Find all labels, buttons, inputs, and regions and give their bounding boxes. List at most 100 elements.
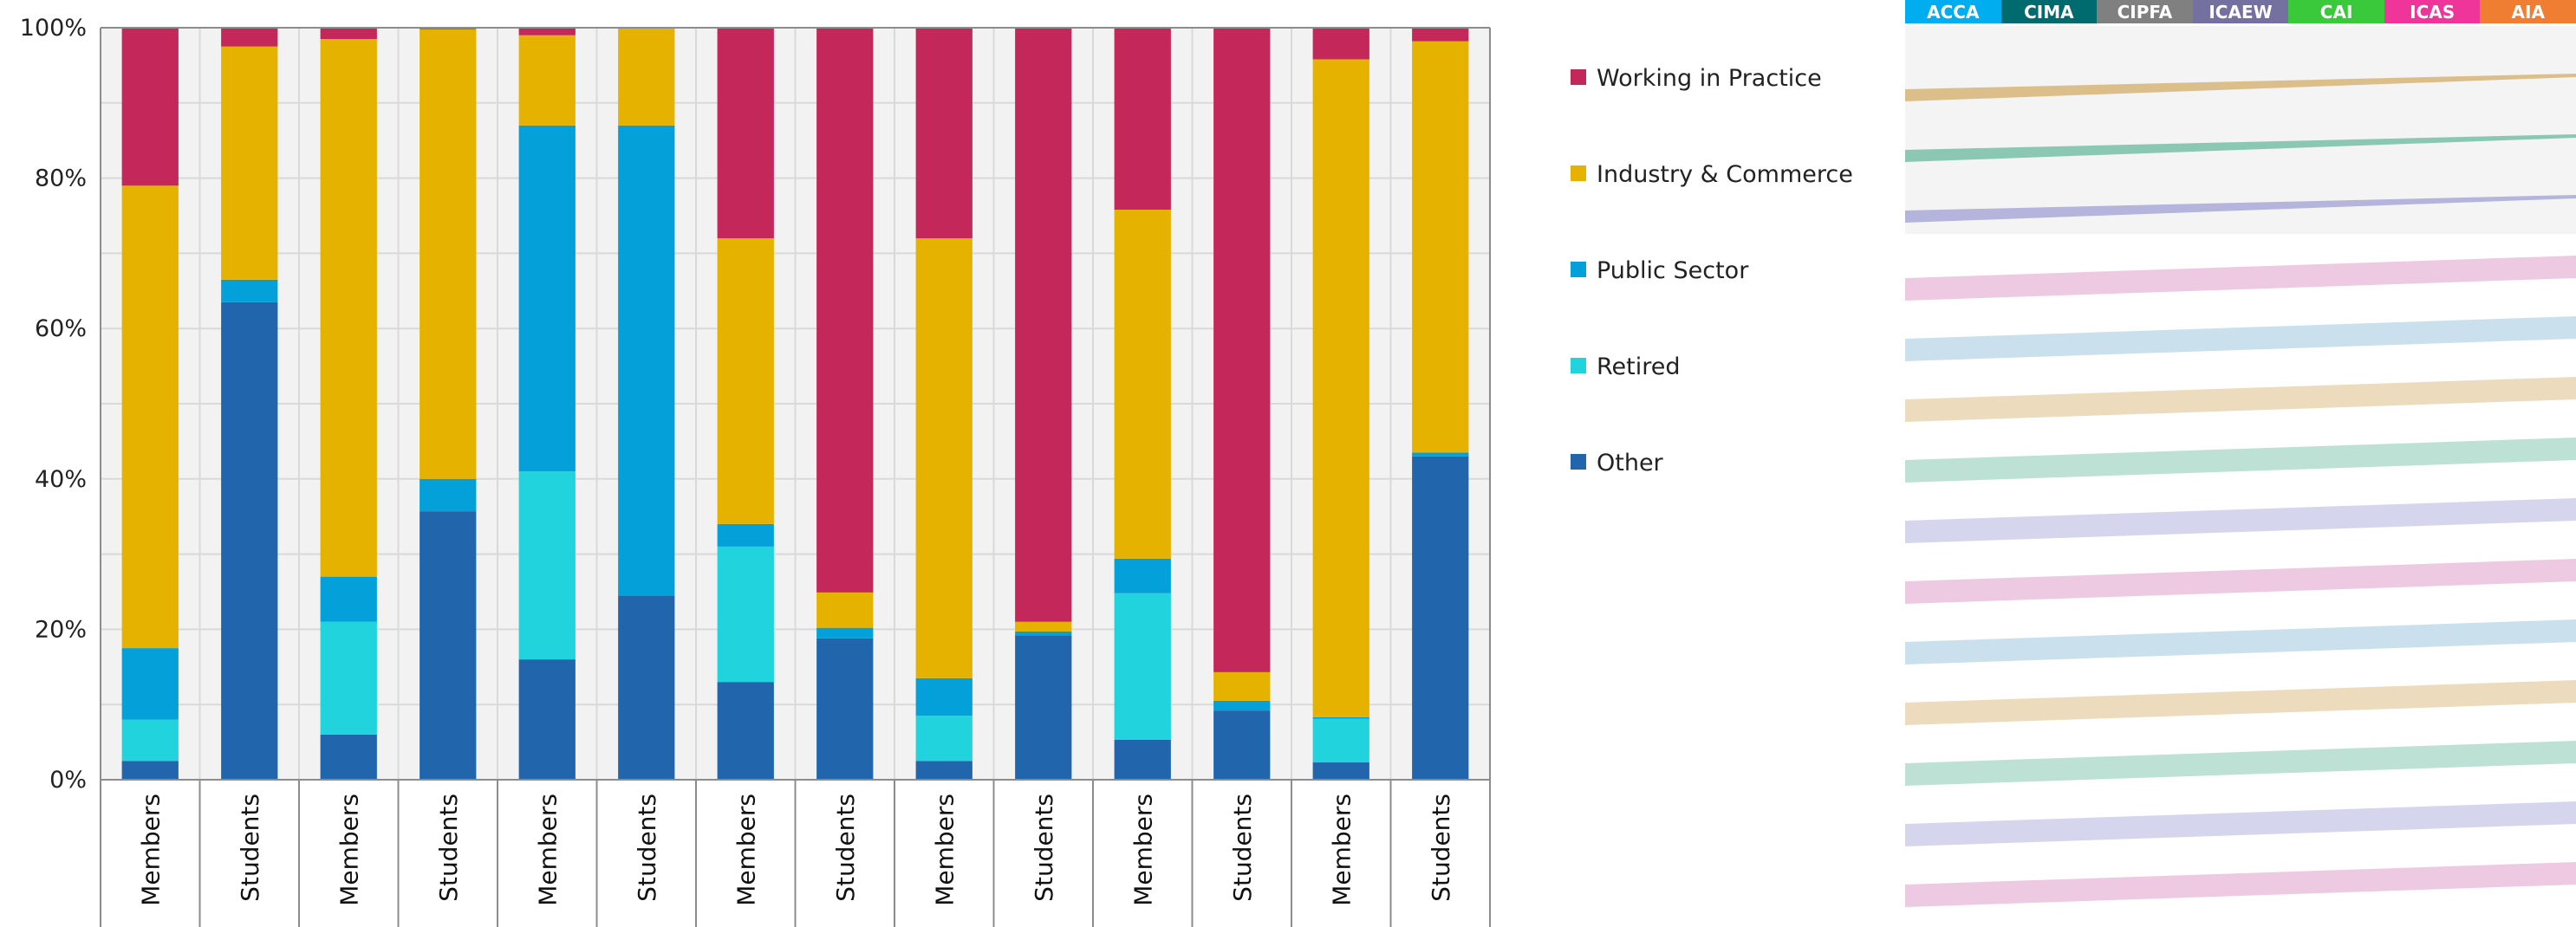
bar-segment-other — [618, 595, 675, 780]
bar-segment-industry-commerce — [915, 238, 973, 678]
legend-label: Public Sector — [1597, 257, 1749, 284]
bar-segment-working-in-practice — [1213, 28, 1271, 672]
legend-label: Retired — [1597, 353, 1681, 380]
bar-segment-public-sector — [816, 627, 874, 639]
x-tick-label: Students — [633, 794, 661, 902]
noise-stripe — [1905, 741, 2576, 786]
bar-segment-retired — [121, 719, 179, 762]
y-tick-label: 100% — [20, 15, 87, 42]
bar-segment-public-sector — [1114, 558, 1171, 593]
noise-stripe — [1905, 498, 2576, 543]
noise-stripe — [1905, 619, 2576, 664]
bar-segment-industry-commerce — [1114, 210, 1171, 559]
institute-tabs: ACCA CIMA CIPFA ICAEW CAI ICAS AIA — [1905, 0, 2576, 23]
bar-segment-other — [121, 761, 179, 780]
bar-segment-public-sector — [518, 125, 576, 472]
bar-segment-industry-commerce — [320, 39, 377, 577]
bar-segment-working-in-practice — [221, 28, 278, 47]
bar-segment-public-sector — [1213, 700, 1271, 711]
bar-segment-industry-commerce — [1213, 671, 1271, 701]
bar-segment-other — [1015, 635, 1072, 780]
x-tick-label: Students — [434, 794, 463, 902]
noise-stripe — [1905, 195, 2576, 223]
bar-segment-other — [1213, 710, 1271, 780]
noise-stripe — [1905, 801, 2576, 846]
x-tick-label: Students — [236, 794, 264, 902]
plot-area — [100, 27, 1491, 927]
x-tick-label: Members — [732, 794, 760, 906]
bar-segment-industry-commerce — [121, 185, 179, 649]
bar-segment-industry-commerce — [221, 46, 278, 280]
bar-segment-industry-commerce — [1015, 621, 1072, 632]
noise-stripe — [1905, 559, 2576, 604]
tab-cima[interactable]: CIMA — [2000, 0, 2098, 23]
bar-segment-working-in-practice — [1412, 28, 1469, 42]
legend-swatch-working-in-practice — [1571, 69, 1586, 85]
y-tick-label: 20% — [35, 616, 87, 643]
bar-segment-retired — [518, 471, 576, 660]
x-tick-label: Members — [533, 794, 562, 906]
y-tick-label: 0% — [49, 767, 87, 794]
bar-segment-retired — [320, 621, 377, 735]
distorted-image-area — [1905, 26, 2576, 907]
bar-segment-industry-commerce — [518, 35, 576, 126]
noise-stripe — [1905, 438, 2576, 483]
bar-segment-working-in-practice — [816, 28, 874, 593]
tab-acca[interactable]: ACCA — [1905, 0, 2001, 23]
legend-label: Other — [1597, 450, 1664, 476]
bar-segment-industry-commerce — [816, 592, 874, 628]
legend-swatch-public-sector — [1571, 262, 1586, 277]
bar-segment-working-in-practice — [1015, 28, 1072, 622]
bar-segment-other — [420, 511, 477, 780]
bar-segment-public-sector — [915, 677, 973, 716]
bar-segment-other — [1412, 456, 1469, 780]
y-tick-label: 40% — [35, 466, 87, 493]
x-tick-label: Students — [1427, 794, 1455, 902]
bar-segment-working-in-practice — [121, 28, 179, 186]
tab-cai[interactable]: CAI — [2288, 0, 2384, 23]
bar-segment-retired — [1114, 593, 1171, 740]
institute-panel: ACCA CIMA CIPFA ICAEW CAI ICAS AIA — [1905, 0, 2576, 927]
bar-segment-working-in-practice — [518, 28, 576, 36]
tab-aia[interactable]: AIA — [2480, 0, 2576, 23]
legend-label: Industry & Commerce — [1597, 161, 1853, 188]
bar-segment-industry-commerce — [1412, 41, 1469, 453]
legend-label: Working in Practice — [1597, 65, 1822, 92]
x-tick-label: Members — [136, 794, 165, 906]
tab-cipfa[interactable]: CIPFA — [2097, 0, 2193, 23]
y-tick-label: 60% — [35, 315, 87, 342]
x-tick-label: Students — [1228, 794, 1257, 902]
x-tick-label: Members — [930, 794, 959, 906]
bar-segment-public-sector — [1412, 452, 1469, 457]
bar-segment-industry-commerce — [717, 238, 774, 524]
bar-segment-other — [221, 301, 278, 780]
stacked-bar-chart: 0% 20% 40% 60% 80% 100% Members Students M… — [20, 15, 1853, 927]
bar-segment-retired — [1312, 718, 1369, 763]
y-tick-label: 80% — [35, 165, 87, 192]
x-tick-label: Students — [831, 794, 860, 902]
tab-icas[interactable]: ICAS — [2384, 0, 2481, 23]
bar-segment-public-sector — [320, 576, 377, 622]
bar-segment-public-sector — [420, 478, 477, 512]
bar-segment-other — [320, 734, 377, 780]
x-axis: Members Students Members Students Members Stu… — [100, 780, 1491, 927]
bar-segment-industry-commerce — [420, 29, 477, 479]
bar-segment-other — [717, 682, 774, 780]
legend-swatch-retired — [1571, 358, 1586, 373]
noise-stripe — [1905, 74, 2576, 101]
bar-segment-public-sector — [717, 523, 774, 547]
bar-segment-other — [518, 659, 576, 780]
noise-stripe — [1905, 134, 2576, 162]
bar-segment-public-sector — [221, 279, 278, 302]
legend: Working in Practice Industry & Commerce … — [1571, 65, 1853, 476]
bar-segment-public-sector — [618, 125, 675, 596]
bar-segment-working-in-practice — [320, 28, 377, 40]
bar-segment-other — [1114, 739, 1171, 780]
x-tick-label: Members — [1129, 794, 1157, 906]
tab-icaew[interactable]: ICAEW — [2192, 0, 2289, 23]
legend-swatch-other — [1571, 454, 1586, 470]
bar-segment-industry-commerce — [1312, 59, 1369, 717]
x-tick-label: Students — [1030, 794, 1058, 902]
bar-segment-industry-commerce — [618, 28, 675, 126]
noise-stripe — [1905, 377, 2576, 422]
